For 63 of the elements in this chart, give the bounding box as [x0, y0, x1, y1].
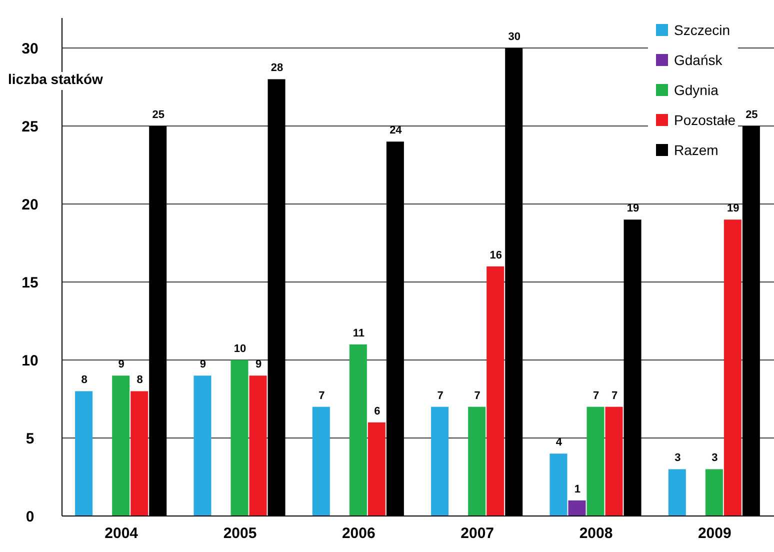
legend-label: Razem: [674, 142, 718, 158]
data-label: 7: [437, 390, 444, 402]
x-tick-label: 2008: [579, 525, 613, 542]
bar: [368, 422, 386, 516]
y-tick-label: 30: [22, 40, 38, 58]
bar: [249, 376, 267, 516]
bar: [668, 469, 686, 516]
data-label: 8: [136, 374, 143, 386]
y-tick-label: 25: [22, 118, 38, 136]
data-label: 16: [490, 249, 502, 262]
data-label: 25: [746, 109, 758, 121]
data-label: 9: [255, 358, 262, 371]
data-label: 25: [152, 109, 164, 121]
data-label: 7: [474, 390, 480, 402]
bar: [724, 220, 742, 516]
bar: [349, 344, 367, 516]
y-tick-label: 10: [22, 352, 38, 370]
bar: [486, 266, 504, 516]
data-label: 30: [508, 31, 520, 43]
data-label: 24: [390, 124, 403, 137]
bar: [605, 406, 623, 516]
data-label: 11: [352, 327, 364, 340]
x-tick-label: 2009: [698, 525, 732, 542]
bar: [431, 406, 449, 516]
data-label: 19: [727, 202, 740, 215]
bar: [75, 391, 93, 516]
legend-label: Gdynia: [674, 82, 719, 98]
x-tick-label: 2006: [342, 525, 376, 542]
legend-label: Pozostałe: [674, 112, 736, 128]
data-label: 19: [626, 202, 640, 215]
bar: [586, 406, 604, 516]
bar: [568, 500, 586, 516]
data-label: 4: [556, 436, 563, 449]
data-label: 10: [234, 343, 246, 355]
data-label: 1: [574, 483, 581, 496]
bar: [550, 454, 568, 516]
bar: [112, 376, 130, 516]
y-tick-label: 0: [26, 508, 34, 526]
data-label: 8: [81, 374, 88, 386]
data-label: 6: [374, 405, 380, 418]
data-label: 3: [712, 452, 718, 464]
y-axis-title: liczba statków: [8, 71, 104, 87]
y-tick-label: 20: [22, 196, 38, 214]
data-label: 7: [318, 390, 325, 402]
bar: [312, 406, 330, 516]
x-tick-label: 2007: [460, 525, 494, 542]
x-tick-label: 2005: [223, 525, 257, 542]
data-label: 28: [270, 62, 284, 74]
bar: [705, 469, 723, 516]
legend-label: Gdańsk: [674, 52, 724, 68]
data-label: 9: [200, 358, 206, 371]
x-tick-label: 2004: [104, 525, 139, 542]
data-label: 9: [118, 358, 124, 371]
bar: [130, 391, 148, 516]
y-tick-label: 15: [22, 274, 38, 292]
y-tick-label: 5: [26, 430, 34, 448]
bar: [194, 376, 212, 516]
bar: [468, 406, 486, 516]
data-label: 3: [674, 452, 681, 464]
data-label: 7: [592, 390, 600, 402]
legend-label: Szczecin: [674, 22, 730, 38]
data-label: 7: [611, 390, 618, 402]
bar: [230, 360, 248, 516]
